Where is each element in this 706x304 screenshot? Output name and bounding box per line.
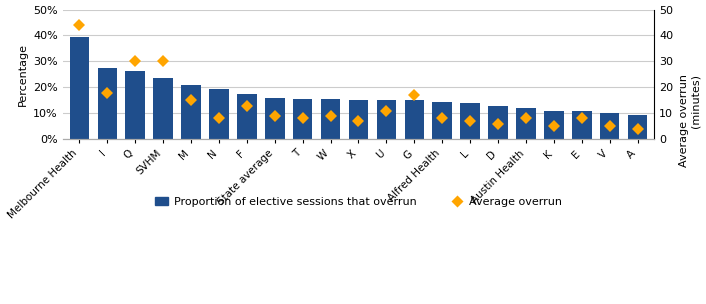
Bar	[209, 89, 229, 139]
Bar	[433, 102, 452, 139]
Bar	[70, 37, 89, 139]
Bar	[516, 108, 536, 139]
Bar	[489, 105, 508, 139]
Bar	[405, 100, 424, 139]
Bar	[544, 111, 563, 139]
Bar	[376, 100, 396, 139]
Bar	[126, 71, 145, 139]
Bar	[265, 98, 285, 139]
Bar	[321, 99, 340, 139]
Bar	[181, 85, 201, 139]
Bar	[153, 78, 173, 139]
Y-axis label: Average overrun
(minutes): Average overrun (minutes)	[679, 74, 700, 168]
Y-axis label: Percentage: Percentage	[18, 43, 28, 106]
Bar	[628, 115, 647, 139]
Bar	[349, 100, 369, 139]
Bar	[97, 68, 117, 139]
Legend: Proportion of elective sessions that overrun, Average overrun: Proportion of elective sessions that ove…	[150, 193, 566, 212]
Bar	[293, 99, 313, 139]
Bar	[572, 111, 592, 139]
Bar	[600, 113, 619, 139]
Bar	[237, 94, 256, 139]
Bar	[460, 103, 480, 139]
